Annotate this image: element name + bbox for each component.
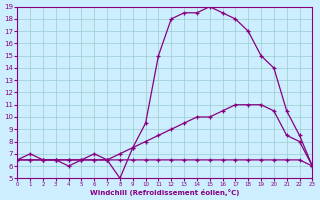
X-axis label: Windchill (Refroidissement éolien,°C): Windchill (Refroidissement éolien,°C): [90, 189, 240, 196]
